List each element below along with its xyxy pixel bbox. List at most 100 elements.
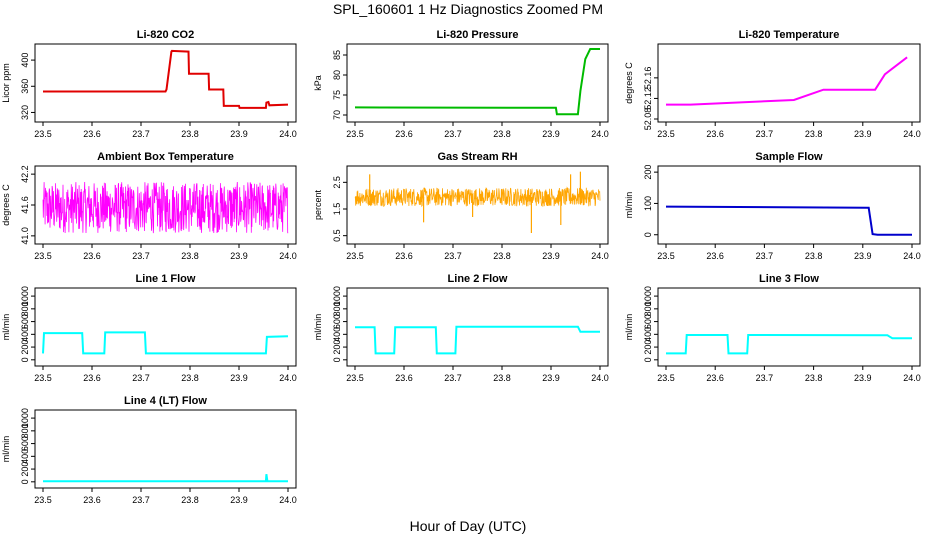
y-tick-label: 600 bbox=[643, 314, 653, 329]
y-tick-label: 400 bbox=[20, 53, 30, 68]
x-tick-label: 23.9 bbox=[854, 373, 872, 383]
x-tick-label: 23.8 bbox=[493, 373, 511, 383]
x-tick-label: 23.5 bbox=[346, 373, 364, 383]
panel-title: Line 3 Flow bbox=[759, 273, 819, 285]
x-tick-label: 23.5 bbox=[346, 251, 364, 261]
panel-2: Li-820 Pressure kPa 23.5 23.6 23.7 23.8 23.9 24… bbox=[313, 29, 609, 139]
y-tick-label: 200 bbox=[20, 462, 30, 477]
x-tick-label: 23.6 bbox=[83, 373, 101, 383]
y-tick-label: 200 bbox=[20, 340, 30, 355]
y-tick-label: 2.5 bbox=[332, 176, 342, 189]
y-tick-label: 400 bbox=[643, 327, 653, 342]
y-tick-label: 0 bbox=[20, 479, 30, 484]
y-tick-label: 41.0 bbox=[20, 227, 30, 245]
y-tick-label: 1000 bbox=[332, 286, 342, 306]
series-group bbox=[355, 325, 600, 355]
series-line bbox=[43, 49, 289, 109]
x-tick-label: 23.8 bbox=[805, 373, 823, 383]
y-tick-label: 75 bbox=[332, 90, 342, 100]
panel-1: Li-820 CO2 Licor ppm 23.5 23.6 23.7 23.8 23.9 2… bbox=[1, 29, 297, 139]
x-tick-label: 23.5 bbox=[346, 129, 364, 139]
y-axis-label: percent bbox=[313, 189, 323, 220]
x-tick-label: 23.6 bbox=[706, 373, 724, 383]
x-tick-label: 23.6 bbox=[83, 251, 101, 261]
panel-title: Sample Flow bbox=[755, 151, 823, 163]
y-tick-label: 800 bbox=[20, 423, 30, 438]
y-tick-label: 0.5 bbox=[332, 229, 342, 242]
x-tick-label: 23.5 bbox=[657, 251, 675, 261]
x-tick-label: 23.7 bbox=[132, 129, 150, 139]
y-tick-label: 70 bbox=[332, 110, 342, 120]
x-tick-label: 23.9 bbox=[854, 251, 872, 261]
y-tick-label: 600 bbox=[20, 436, 30, 451]
panel-6: Sample Flow ml/min 23.5 23.6 23.7 23.8 23.9 24.… bbox=[624, 151, 921, 261]
panel-title: Li-820 Temperature bbox=[739, 29, 840, 41]
y-tick-label: 80 bbox=[332, 70, 342, 80]
y-tick-label: 200 bbox=[643, 165, 653, 180]
x-tick-label: 23.6 bbox=[706, 251, 724, 261]
y-tick-label: 600 bbox=[20, 314, 30, 329]
y-tick-label: 0 bbox=[332, 357, 342, 362]
x-tick-label: 24.0 bbox=[591, 129, 609, 139]
series-group bbox=[354, 48, 600, 116]
y-tick-label: 360 bbox=[20, 79, 30, 94]
x-tick-label: 23.9 bbox=[230, 251, 248, 261]
x-tick-label: 24.0 bbox=[903, 251, 921, 261]
series-line bbox=[355, 325, 600, 355]
y-tick-label: 100 bbox=[643, 196, 653, 211]
y-tick-label: 52.12 bbox=[643, 87, 653, 110]
x-tick-label: 23.6 bbox=[395, 251, 413, 261]
y-tick-label: 1000 bbox=[643, 286, 653, 306]
y-tick-label: 52.16 bbox=[643, 67, 653, 90]
y-axis-label: ml/min bbox=[1, 314, 11, 341]
y-axis-label: ml/min bbox=[624, 314, 634, 341]
y-tick-label: 200 bbox=[643, 340, 653, 355]
x-tick-label: 23.5 bbox=[657, 373, 675, 383]
panel-title: Line 2 Flow bbox=[448, 273, 508, 285]
panel-title: Line 1 Flow bbox=[136, 273, 196, 285]
x-tick-label: 23.6 bbox=[706, 129, 724, 139]
series-line bbox=[42, 331, 289, 355]
x-tick-label: 23.8 bbox=[181, 373, 199, 383]
x-tick-label: 23.9 bbox=[542, 129, 560, 139]
y-axis-label: degrees C bbox=[1, 184, 11, 226]
panel-title: Gas Stream RH bbox=[437, 151, 517, 163]
plot-frame bbox=[657, 165, 921, 245]
series-group bbox=[666, 56, 908, 106]
x-tick-label: 23.6 bbox=[83, 495, 101, 505]
y-tick-label: 0 bbox=[643, 232, 653, 237]
plot-frame bbox=[657, 287, 921, 367]
x-tick-label: 23.5 bbox=[657, 129, 675, 139]
series-line bbox=[42, 181, 289, 234]
x-tick-label: 23.5 bbox=[34, 373, 52, 383]
series-line bbox=[43, 474, 288, 483]
panel-title: Li-820 CO2 bbox=[137, 29, 194, 41]
x-tick-label: 23.8 bbox=[493, 129, 511, 139]
x-tick-label: 23.9 bbox=[230, 373, 248, 383]
series-group bbox=[43, 474, 288, 483]
x-tick-label: 23.9 bbox=[230, 495, 248, 505]
x-tick-label: 23.6 bbox=[395, 373, 413, 383]
x-tick-label: 23.9 bbox=[230, 129, 248, 139]
series-group bbox=[42, 181, 289, 234]
x-tick-label: 23.5 bbox=[34, 129, 52, 139]
x-tick-label: 23.9 bbox=[542, 251, 560, 261]
x-tick-label: 23.6 bbox=[83, 129, 101, 139]
y-tick-label: 1000 bbox=[20, 408, 30, 428]
x-tick-label: 23.7 bbox=[132, 495, 150, 505]
y-tick-label: 400 bbox=[20, 327, 30, 342]
series-line bbox=[665, 205, 912, 236]
x-tick-label: 24.0 bbox=[279, 129, 297, 139]
series-line bbox=[666, 56, 908, 106]
y-axis-label: ml/min bbox=[624, 192, 634, 219]
plot-frame bbox=[346, 165, 609, 245]
y-tick-label: 42.2 bbox=[20, 165, 30, 183]
panel-title: Li-820 Pressure bbox=[437, 29, 519, 41]
y-tick-label: 800 bbox=[643, 301, 653, 316]
panel-4: Ambient Box Temperature degrees C 23.5 23.6… bbox=[1, 151, 297, 261]
x-tick-label: 23.8 bbox=[805, 129, 823, 139]
panel-3: Li-820 Temperature degrees C 23.5 23.6 23.7 2… bbox=[624, 29, 921, 139]
series-line bbox=[354, 186, 601, 208]
x-tick-label: 23.8 bbox=[805, 251, 823, 261]
